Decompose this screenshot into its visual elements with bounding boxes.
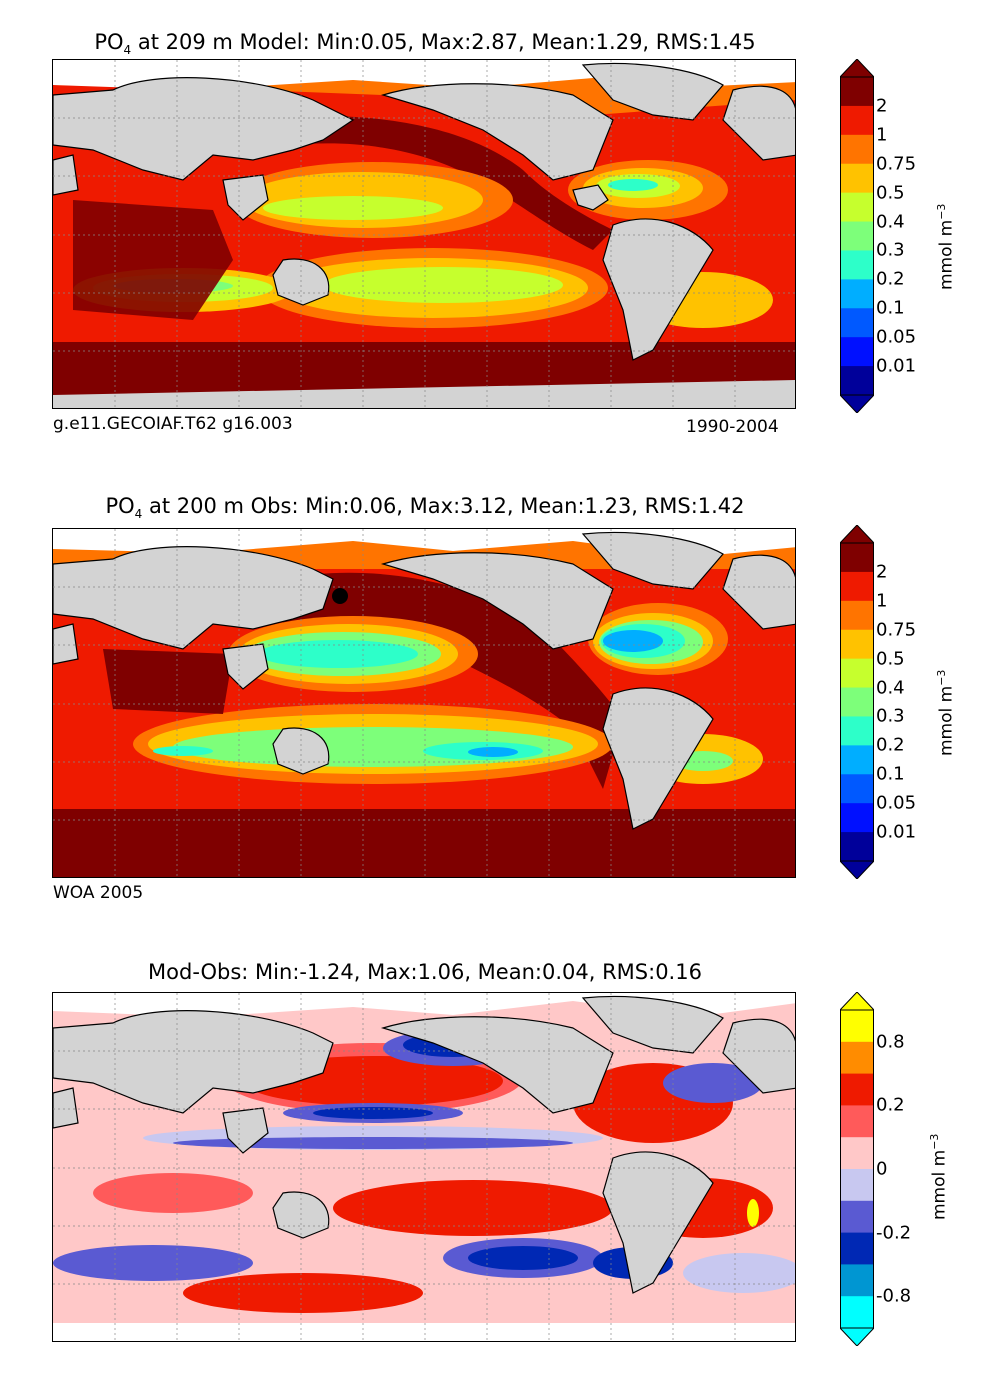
colorbar-tick-label: 0.5 bbox=[876, 648, 905, 670]
colorbar-tick-label: 0.8 bbox=[876, 1031, 905, 1053]
colorbar-tick-label: 0.3 bbox=[876, 239, 905, 261]
panel2-map bbox=[52, 528, 796, 878]
colorbar-band bbox=[840, 77, 874, 107]
colorbar-tick-label: 1 bbox=[876, 590, 888, 612]
colorbar-band bbox=[840, 250, 874, 280]
colorbar-tick-label: 0.05 bbox=[876, 326, 917, 348]
panel3-colorbar-label: mmol m−3 bbox=[928, 1133, 950, 1220]
colorbar-extend-bottom bbox=[840, 394, 874, 413]
colorbar-band bbox=[840, 658, 874, 689]
colorbar-extend-top bbox=[840, 992, 874, 1011]
panel2-title: PO4 at 200 m Obs: Min:0.06, Max:3.12, Me… bbox=[105, 494, 745, 522]
colorbar-tick-label: 2 bbox=[876, 95, 888, 117]
colorbar-border bbox=[840, 1009, 874, 1329]
colorbar-tick-label: 0.1 bbox=[876, 297, 905, 319]
colorbar-tick-label: 0.2 bbox=[876, 268, 905, 290]
panel1-map bbox=[52, 59, 796, 409]
colorbar-band bbox=[840, 716, 874, 746]
colorbar-tick-label: 0.2 bbox=[876, 1094, 905, 1116]
colorbar-band bbox=[840, 1169, 874, 1202]
colorbar-extend-bottom bbox=[840, 860, 874, 879]
colorbar-band bbox=[840, 1264, 874, 1297]
colorbar-tick-label: 0.1 bbox=[876, 763, 905, 785]
colorbar-extend-top bbox=[840, 525, 874, 544]
panel3-colorbar bbox=[840, 992, 874, 1346]
colorbar-band bbox=[840, 279, 874, 309]
panel1-title: PO4 at 209 m Model: Min:0.05, Max:2.87, … bbox=[94, 30, 756, 58]
colorbar-band bbox=[840, 1073, 874, 1106]
colorbar-band bbox=[840, 1296, 874, 1329]
colorbar-band bbox=[840, 1137, 874, 1170]
panel2-caption-left: WOA 2005 bbox=[53, 883, 144, 903]
colorbar-tick-label: 0.2 bbox=[876, 734, 905, 756]
colorbar-tick-label: 0.4 bbox=[876, 211, 905, 233]
colorbar-band bbox=[840, 105, 874, 136]
colorbar-band bbox=[840, 134, 874, 165]
colorbar-band bbox=[840, 774, 874, 804]
colorbar-tick-label: 0.5 bbox=[876, 182, 905, 204]
colorbar-tick-label: 0.75 bbox=[876, 153, 917, 175]
colorbar-tick-label: 2 bbox=[876, 561, 888, 583]
colorbar-band bbox=[840, 308, 874, 338]
colorbar-band bbox=[840, 1041, 874, 1075]
colorbar-band bbox=[840, 1105, 874, 1138]
colorbar-band bbox=[840, 221, 874, 251]
panel2-colorbar-label: mmol m−3 bbox=[935, 669, 957, 756]
colorbar-tick-label: 0 bbox=[876, 1158, 888, 1180]
colorbar-tick-label: 0.4 bbox=[876, 677, 905, 699]
colorbar-tick-label: -0.2 bbox=[876, 1222, 912, 1244]
panel2-colorbar bbox=[840, 525, 874, 879]
colorbar-tick-label: 1 bbox=[876, 124, 888, 146]
colorbar-band bbox=[840, 192, 874, 223]
colorbar-band bbox=[840, 745, 874, 775]
colorbar-band bbox=[840, 832, 874, 862]
colorbar-border bbox=[840, 542, 874, 862]
colorbar-tick-label: 0.05 bbox=[876, 792, 917, 814]
colorbar-band bbox=[840, 687, 874, 717]
panel1-caption-right: 1990-2004 bbox=[686, 417, 779, 437]
colorbar-band bbox=[840, 571, 874, 602]
colorbar-band bbox=[840, 1010, 874, 1043]
panel2-map-svg bbox=[53, 529, 795, 877]
panel3-title: Mod-Obs: Min:-1.24, Max:1.06, Mean:0.04,… bbox=[148, 960, 702, 984]
panel1-map-svg bbox=[53, 60, 795, 408]
colorbar-band bbox=[840, 803, 874, 833]
panel1-colorbar-label: mmol m−3 bbox=[935, 203, 957, 290]
colorbar-band bbox=[840, 600, 874, 631]
colorbar-tick-label: 0.3 bbox=[876, 705, 905, 727]
colorbar-band bbox=[840, 1232, 874, 1265]
colorbar-band bbox=[840, 1200, 874, 1234]
colorbar-tick-label: 0.01 bbox=[876, 821, 917, 843]
colorbar-band bbox=[840, 337, 874, 367]
panel1-caption-left: g.e11.GECOIAF.T62 g16.003 bbox=[53, 414, 293, 434]
colorbar-extend-top bbox=[840, 59, 874, 78]
colorbar-band bbox=[840, 163, 874, 194]
colorbar-band bbox=[840, 366, 874, 396]
colorbar-band bbox=[840, 543, 874, 573]
colorbar-border bbox=[840, 76, 874, 396]
panel3-map-svg bbox=[53, 993, 795, 1341]
colorbar-tick-label: 0.01 bbox=[876, 355, 917, 377]
colorbar-band bbox=[840, 629, 874, 660]
panel1-colorbar bbox=[840, 59, 874, 413]
colorbar-tick-label: -0.8 bbox=[876, 1285, 912, 1307]
colorbar-extend-bottom bbox=[840, 1327, 874, 1346]
panel3-map bbox=[52, 992, 796, 1342]
colorbar-tick-label: 0.75 bbox=[876, 619, 917, 641]
